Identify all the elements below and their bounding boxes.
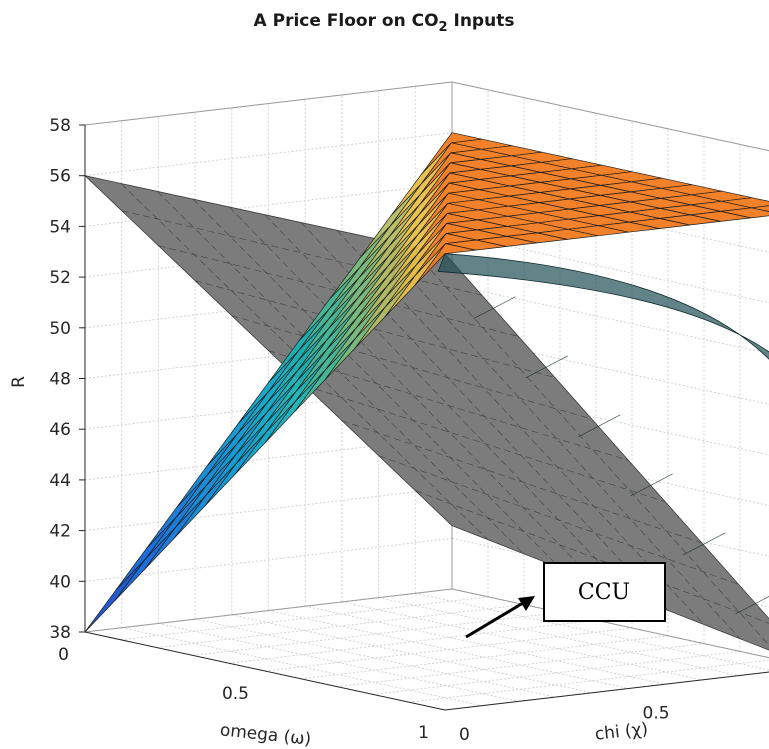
grid-line — [305, 605, 666, 685]
axis-line — [84, 631, 446, 711]
axis-line — [444, 671, 769, 711]
z-tick-label: 52 — [49, 268, 71, 288]
ccu-surface-body — [437, 253, 769, 360]
gray-mesh-line — [195, 280, 556, 378]
ccu-mesh-line — [578, 414, 621, 438]
grid-line — [451, 233, 769, 304]
gray-mesh-line — [121, 210, 482, 296]
ccu-mesh-line — [525, 355, 569, 379]
ccu-mesh-line — [630, 473, 673, 497]
z-tick-label: 46 — [49, 420, 71, 440]
z-tick-label: 40 — [49, 572, 71, 592]
ccu-annotation-label: CCU — [578, 580, 630, 605]
grid-line — [408, 659, 769, 703]
surface-cell — [751, 205, 769, 212]
ccu-annotation: CCU — [465, 562, 666, 639]
surface-cell — [145, 485, 207, 560]
y-axis-label: chi (χ) — [594, 719, 649, 744]
z-tick-label: 48 — [49, 370, 71, 390]
surface-cell — [144, 495, 206, 570]
box-edge — [451, 81, 769, 152]
grid-line — [84, 537, 453, 582]
ccu-mesh-line — [473, 296, 516, 320]
grid-line — [372, 650, 741, 695]
grid-line — [192, 611, 561, 656]
grid-line — [336, 643, 705, 688]
box-edge — [84, 81, 453, 126]
gray-mesh-line — [156, 191, 525, 555]
grid-line — [341, 601, 703, 681]
y-tick-label: 0.5 — [643, 704, 670, 724]
grid-line — [228, 619, 597, 664]
ccu-arrow-line — [465, 601, 524, 639]
gray-mesh-line — [341, 420, 702, 544]
z-tick-label: 54 — [49, 217, 71, 237]
y-tick-label: 0 — [459, 725, 470, 745]
ccu-mesh-line — [682, 532, 726, 556]
colored-surface-mesh — [84, 132, 769, 633]
box-edge — [84, 588, 453, 633]
gray-mesh-line — [378, 455, 739, 585]
z-axis-label: R — [9, 376, 29, 388]
z-tick-label: 38 — [49, 623, 71, 643]
grid-line — [444, 671, 769, 711]
z-tick-label: 44 — [49, 471, 71, 491]
surface-cell — [414, 243, 476, 286]
ccu-annotation-box — [543, 562, 666, 622]
gray-mesh-line — [305, 385, 666, 502]
box-edge — [451, 588, 769, 659]
surface-cell — [115, 516, 177, 591]
z-tick-label: 42 — [49, 522, 71, 542]
grid-line — [194, 618, 556, 698]
z-tick-label: 58 — [49, 116, 71, 136]
x-axis-label: omega (ω) — [219, 720, 312, 749]
x-tick-label: 1 — [418, 723, 429, 743]
grid-line — [268, 610, 629, 689]
gray-mesh-line — [415, 490, 769, 624]
ccu-mesh-line — [735, 596, 769, 615]
grid-line — [415, 592, 769, 671]
ccu-arrow-head — [518, 596, 535, 611]
x-tick-label: 0.5 — [222, 684, 249, 704]
ccu-surface — [437, 253, 769, 615]
grid-line — [231, 614, 592, 694]
gray-mesh-line — [408, 245, 769, 646]
chart-title: A Price Floor on CO2 Inputs — [254, 11, 515, 35]
gray-mesh-line — [192, 198, 561, 569]
surface-cell — [84, 558, 146, 633]
grid-line — [300, 635, 669, 680]
grid-line — [378, 597, 739, 677]
gray-mesh-line — [268, 350, 629, 461]
x-tick-label: 0 — [58, 645, 69, 665]
gray-mesh-line — [158, 245, 519, 337]
z-tick-label: 56 — [49, 167, 71, 187]
z-tick-label: 50 — [49, 319, 71, 339]
surface-cell — [114, 526, 176, 601]
gray-mesh-line — [372, 237, 741, 639]
